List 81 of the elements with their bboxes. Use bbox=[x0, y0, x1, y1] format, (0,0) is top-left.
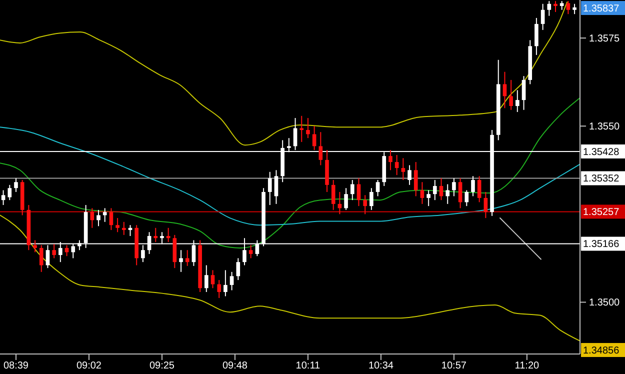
candlestick bbox=[350, 179, 354, 201]
candlestick bbox=[426, 190, 430, 207]
candlestick bbox=[471, 176, 475, 197]
candlestick bbox=[516, 90, 520, 113]
ref-line-label: 1.35352 bbox=[583, 174, 620, 185]
candlestick bbox=[39, 244, 44, 272]
candlestick bbox=[370, 188, 374, 210]
candlestick bbox=[154, 227, 158, 242]
x-tick-label: 11:20 bbox=[514, 360, 540, 372]
y-tick-label: 1.3500 bbox=[589, 298, 620, 309]
candlestick bbox=[522, 76, 526, 110]
candlestick bbox=[230, 271, 234, 291]
text: 1.34856 bbox=[583, 346, 620, 356]
candlestick bbox=[179, 250, 183, 272]
ref-line-label: 1.35428 bbox=[583, 146, 620, 158]
candlestick bbox=[509, 79, 513, 110]
x-tick-label: 09:48 bbox=[222, 360, 248, 372]
candlestick bbox=[52, 244, 56, 259]
candlestick bbox=[572, 3, 576, 15]
candlestick bbox=[394, 154, 399, 176]
candlestick bbox=[446, 184, 450, 204]
x-tick-label: 10:57 bbox=[441, 360, 467, 372]
candlestick bbox=[224, 270, 228, 297]
line-series bbox=[0, 214, 580, 342]
candlestick bbox=[300, 115, 304, 142]
candlestick bbox=[502, 71, 507, 109]
candlestick bbox=[566, 0, 570, 15]
candlestick bbox=[401, 158, 406, 180]
candlestick bbox=[414, 162, 418, 197]
x-tick-label: 08:39 bbox=[3, 360, 29, 372]
y-tick-label: 1.3550 bbox=[589, 122, 620, 133]
candlestick bbox=[217, 280, 222, 298]
ref-line-label: 1.35257 bbox=[583, 207, 620, 218]
candlestick bbox=[464, 190, 469, 207]
candlestick bbox=[1, 190, 6, 206]
ref-line-label: 1.35166 bbox=[583, 239, 620, 250]
candlestick bbox=[185, 250, 190, 266]
candlestick bbox=[172, 234, 177, 269]
candlestick bbox=[547, 0, 552, 16]
candlestick bbox=[210, 270, 215, 289]
candlestick bbox=[432, 179, 437, 201]
candlestick bbox=[408, 164, 412, 186]
candlestick bbox=[306, 118, 310, 139]
candlestick bbox=[484, 191, 488, 219]
candlestick bbox=[331, 179, 336, 210]
candlestick bbox=[102, 208, 107, 222]
y-tick-label: 1.3575 bbox=[589, 34, 620, 45]
candlestick bbox=[109, 208, 114, 231]
candlestick bbox=[116, 218, 120, 233]
candlestick bbox=[8, 184, 12, 201]
candlestick bbox=[318, 132, 323, 166]
line-series bbox=[0, 126, 580, 226]
candlestick bbox=[477, 176, 482, 203]
candlestick bbox=[458, 178, 462, 209]
candlestick bbox=[344, 188, 348, 210]
x-tick-label: 10:11 bbox=[296, 360, 321, 372]
candlestick bbox=[312, 126, 316, 151]
candlestick bbox=[122, 221, 126, 236]
candlestick bbox=[90, 208, 94, 228]
candlestick bbox=[33, 240, 37, 253]
candlestick bbox=[96, 209, 100, 227]
candlestick bbox=[204, 264, 208, 293]
text: 1.35837 bbox=[583, 4, 620, 14]
candlestick bbox=[439, 178, 444, 201]
x-tick-label: 10:34 bbox=[368, 360, 394, 372]
candlestick bbox=[534, 17, 538, 56]
candlestick bbox=[540, 3, 545, 30]
candlestick bbox=[452, 178, 456, 197]
candlestick bbox=[14, 178, 18, 192]
x-tick-label: 09:02 bbox=[76, 360, 102, 372]
candlestick bbox=[388, 150, 392, 171]
candlestick bbox=[274, 170, 278, 204]
candlestick bbox=[356, 178, 361, 207]
x-tick-label: 09:25 bbox=[149, 360, 175, 372]
candlestick bbox=[420, 182, 424, 204]
candlestick bbox=[554, 0, 558, 12]
candlestick bbox=[376, 179, 380, 197]
candlestick bbox=[268, 171, 272, 206]
candlestick bbox=[363, 194, 367, 215]
candlestick bbox=[236, 258, 240, 281]
candlestick bbox=[248, 244, 253, 259]
